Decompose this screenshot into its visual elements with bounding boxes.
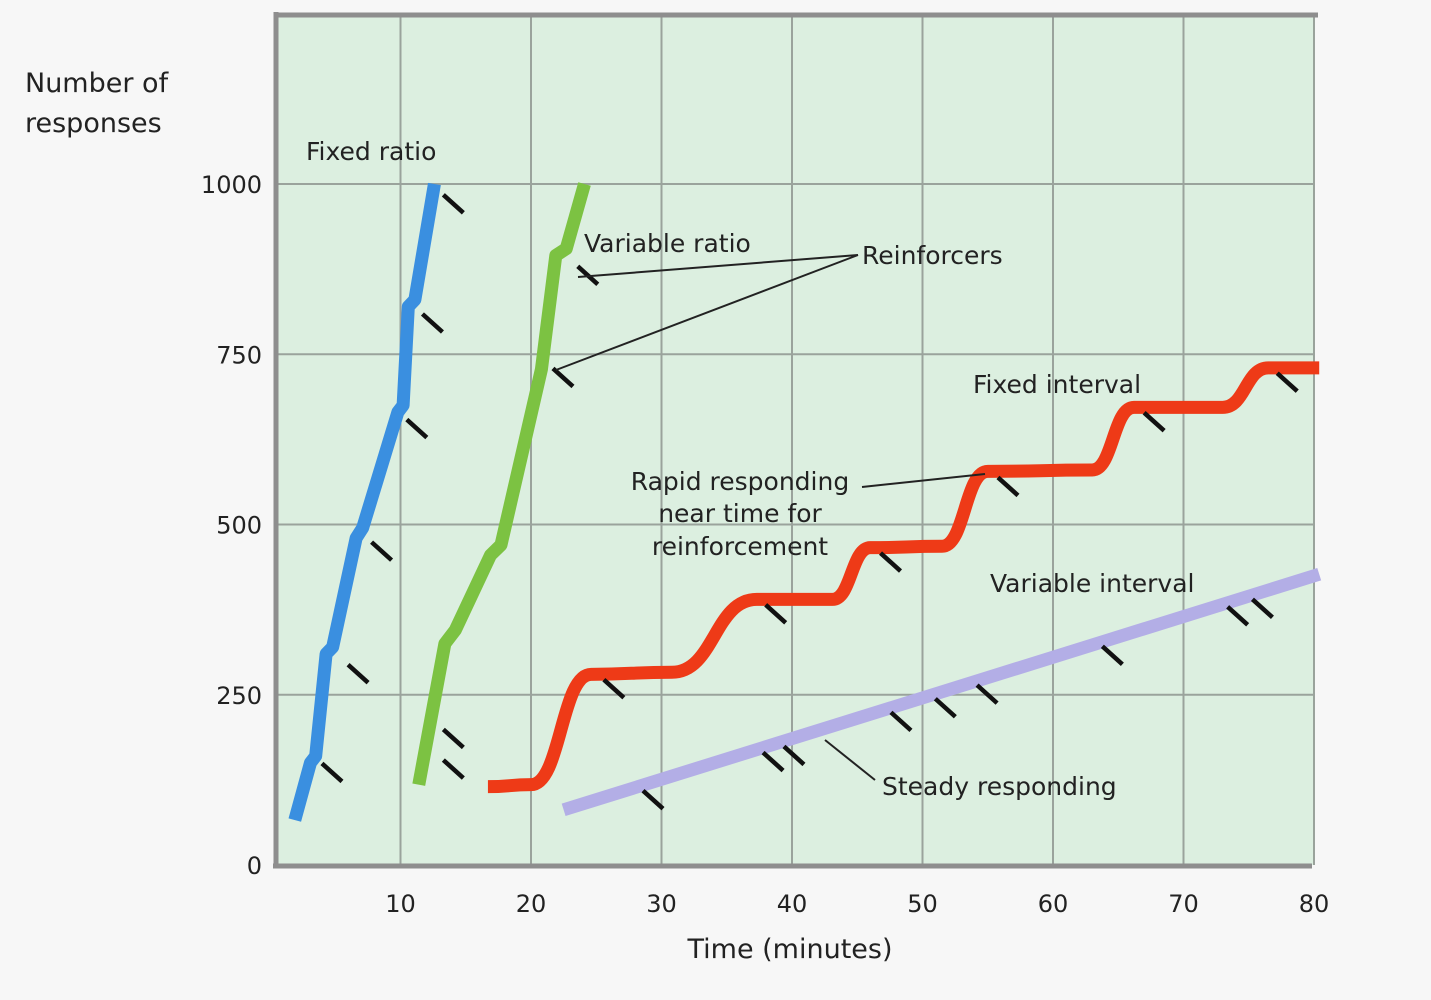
reinforcers-pointer-1: [577, 254, 859, 278]
reinforcer-mark-variable-interval: [782, 744, 806, 767]
reinforcer-mark-fixed-ratio: [441, 193, 465, 215]
reinforcer-mark-fixed-ratio: [420, 312, 444, 334]
series-line-fixed-interval: [487, 361, 1320, 794]
series-line-variable-ratio: [412, 182, 591, 786]
label-rapid-responding-2: near time for: [658, 499, 822, 528]
series-line-variable-interval: [561, 568, 1322, 817]
reinforcer-mark-fixed-interval: [764, 603, 788, 625]
x-tick-label: 70: [1168, 890, 1199, 918]
reinforcer-mark-variable-interval: [975, 683, 999, 705]
label-variable-interval: Variable interval: [990, 569, 1194, 598]
label-reinforcers: Reinforcers: [862, 241, 1003, 270]
reinforcer-mark-fixed-ratio: [405, 417, 429, 440]
reinforcer-mark-variable-interval: [1226, 605, 1250, 627]
reinforcer-mark-fixed-interval: [996, 475, 1020, 498]
label-rapid-responding-1: Rapid responding: [631, 467, 849, 496]
label-steady-responding: Steady responding: [882, 772, 1117, 801]
reinforcer-mark-variable-interval: [889, 710, 913, 733]
reinforcer-mark-fixed-interval: [602, 678, 626, 700]
reinforcer-mark-fixed-ratio: [370, 540, 394, 562]
tick-labels: 10 20 30 40 50 60 70 80 0 250 500 750 1000: [201, 171, 1329, 918]
series-group: [288, 182, 1322, 822]
label-fixed-interval: Fixed interval: [973, 370, 1141, 399]
y-axis-label-line1: Number of: [25, 68, 170, 99]
series-line-fixed-ratio: [288, 182, 441, 822]
reinforcer-mark-fixed-ratio: [320, 761, 344, 784]
y-tick-label: 750: [216, 341, 262, 369]
reinforcer-mark-variable-interval: [1250, 597, 1274, 619]
reinforcer-mark-fixed-interval: [879, 551, 903, 573]
y-tick-label: 1000: [201, 171, 262, 199]
label-variable-ratio: Variable ratio: [584, 229, 751, 258]
x-tick-label: 60: [1038, 890, 1069, 918]
x-axis-label: Time (minutes): [686, 934, 892, 965]
reinforcers-pointer-2: [555, 254, 859, 371]
rapid-responding-pointer: [861, 473, 986, 488]
reinforcer-mark-variable-interval: [641, 789, 665, 811]
reinforcer-mark-variable-ratio: [441, 727, 465, 750]
reinforcer-mark-variable-ratio: [551, 366, 575, 389]
x-tick-label: 80: [1299, 890, 1330, 918]
x-tick-label: 40: [777, 890, 808, 918]
x-tick-label: 30: [646, 890, 677, 918]
label-fixed-ratio: Fixed ratio: [306, 137, 436, 166]
reinforcer-mark-variable-interval: [933, 697, 957, 719]
reinforcer-mark-variable-interval: [761, 750, 785, 773]
plot-background: [275, 15, 1315, 865]
reinforcer-mark-variable-ratio: [441, 758, 465, 780]
x-tick-label: 10: [385, 890, 416, 918]
reinforcer-mark-fixed-interval: [1142, 411, 1166, 433]
reinforcer-mark-fixed-ratio: [346, 663, 370, 685]
y-axis-label-line2: responses: [25, 108, 162, 139]
x-tick-label: 50: [907, 890, 938, 918]
reinforcer-mark-fixed-interval: [1275, 371, 1299, 393]
y-tick-label: 250: [216, 682, 262, 710]
reinforcer-mark-variable-interval: [1100, 644, 1124, 666]
y-tick-label: 500: [216, 512, 262, 540]
steady-responding-pointer: [824, 739, 876, 781]
x-tick-label: 20: [516, 890, 547, 918]
reinforcer-marks: [320, 193, 1299, 811]
label-rapid-responding-3: reinforcement: [652, 532, 828, 561]
y-tick-label: 0: [247, 852, 262, 880]
